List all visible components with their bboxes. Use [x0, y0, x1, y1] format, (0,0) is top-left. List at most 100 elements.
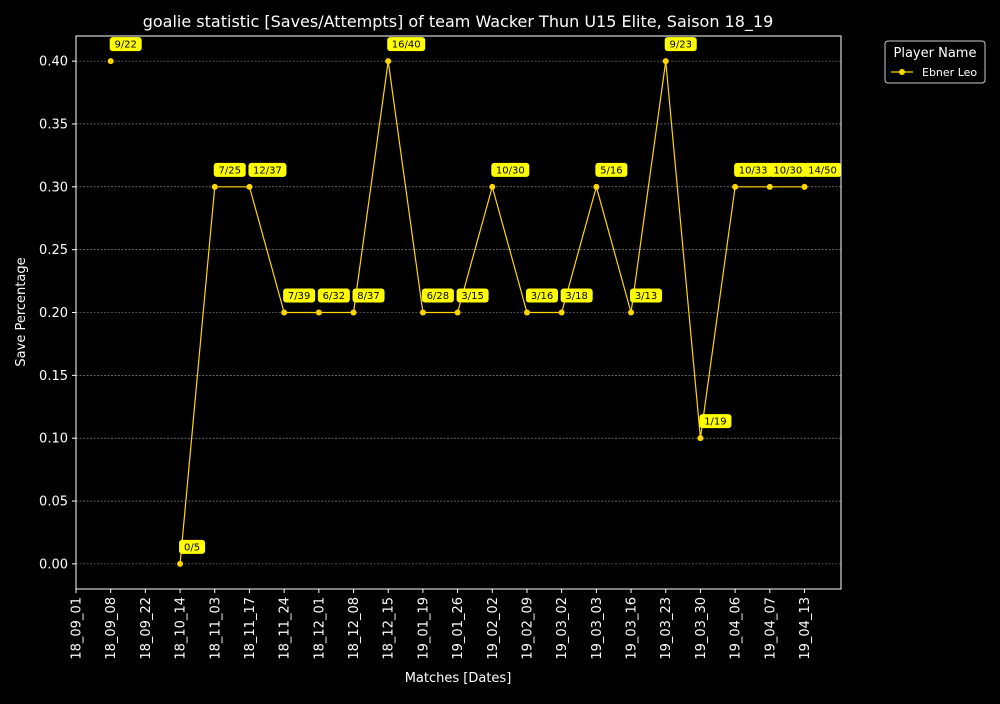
data-label-text: 6/32	[323, 291, 345, 302]
data-label-box	[768, 162, 807, 177]
data-label: 1/19	[699, 414, 732, 429]
data-label: 6/28	[421, 288, 454, 303]
data-labels: 9/22 0/5 7/25 12/37 7/39 6/32 8/37 16/40 6/28 3/1…	[109, 37, 842, 554]
x-tick-label: 18_12_01	[312, 597, 327, 660]
x-tick-label: 18_12_15	[382, 597, 397, 660]
data-label-text: 7/25	[219, 165, 241, 176]
data-label-box	[248, 162, 287, 177]
data-label-box	[630, 288, 663, 303]
data-label-box	[317, 288, 350, 303]
data-label-box	[595, 162, 628, 177]
x-tick-label: 19_03_23	[659, 597, 674, 660]
data-label-text: 3/15	[461, 291, 483, 302]
data-label: 8/37	[352, 288, 385, 303]
data-label: 16/40	[387, 37, 426, 52]
data-label-box	[109, 37, 142, 52]
x-tick-label: 19_03_02	[555, 597, 570, 660]
data-point	[281, 309, 288, 316]
plot-frame	[75, 35, 842, 590]
data-point	[628, 309, 635, 316]
y-tick-label: 0.35	[39, 117, 68, 132]
data-label-text: 10/30	[496, 165, 525, 176]
data-label-box	[525, 288, 558, 303]
data-label-box	[560, 288, 593, 303]
data-label-text: 10/30	[773, 165, 802, 176]
y-tick-label: 0.10	[39, 432, 68, 447]
x-axis: 18_09_01 18_09_08 18_09_22 18_10_14 18_11_03…	[70, 589, 813, 660]
data-label-box	[283, 288, 316, 303]
data-label-text: 9/23	[670, 40, 692, 51]
data-label: 7/39	[283, 288, 316, 303]
data-label-text: 3/13	[635, 291, 657, 302]
data-point	[107, 58, 114, 65]
y-tick-label: 0.25	[39, 243, 68, 258]
data-label-box	[491, 162, 530, 177]
data-point	[662, 58, 669, 65]
data-label-box	[421, 288, 454, 303]
data-label: 6/32	[317, 288, 350, 303]
data-point	[419, 309, 426, 316]
data-label-text: 1/19	[704, 417, 726, 428]
data-label-text: 16/40	[392, 40, 421, 51]
x-tick-label: 18_11_24	[278, 597, 293, 660]
data-label: 14/50	[803, 162, 842, 177]
data-point	[766, 183, 773, 190]
data-label-text: 8/37	[357, 291, 379, 302]
data-label-text: 7/39	[288, 291, 310, 302]
data-label: 0/5	[179, 539, 206, 554]
legend: Player Name Ebner Leo	[884, 40, 986, 84]
data-label: 9/22	[109, 37, 142, 52]
data-label-text: 6/28	[427, 291, 449, 302]
data-point	[489, 183, 496, 190]
x-tick-label: 19_03_30	[694, 597, 709, 660]
data-label: 3/16	[525, 288, 558, 303]
data-point	[246, 183, 253, 190]
data-label-box	[456, 288, 489, 303]
data-label: 3/15	[456, 288, 489, 303]
data-label-text: 0/5	[184, 542, 200, 553]
y-tick-label: 0.05	[39, 495, 68, 510]
x-tick-label: 18_09_01	[70, 597, 85, 660]
data-label: 12/37	[248, 162, 287, 177]
x-tick-label: 18_09_22	[139, 597, 154, 660]
data-label-box	[352, 288, 385, 303]
y-tick-label: 0.00	[39, 557, 68, 572]
data-label-box	[699, 414, 732, 429]
data-point	[454, 309, 461, 316]
x-tick-label: 18_10_14	[174, 597, 189, 660]
x-tick-label: 19_04_06	[729, 597, 744, 660]
data-label: 3/13	[630, 288, 663, 303]
data-point	[593, 183, 600, 190]
data-label-text: 10/33	[739, 165, 768, 176]
x-tick-label: 18_11_17	[243, 597, 258, 660]
x-tick-label: 18_11_03	[208, 597, 223, 660]
legend-swatch-marker	[899, 69, 905, 75]
x-tick-label: 19_03_16	[625, 597, 640, 660]
legend-entry-label: Ebner Leo	[922, 66, 977, 79]
data-point	[801, 183, 808, 190]
x-axis-label: Matches [Dates]	[405, 671, 512, 686]
x-tick-label: 19_01_26	[451, 597, 466, 660]
data-label-box	[213, 162, 246, 177]
data-label-text: 3/18	[565, 291, 587, 302]
data-point	[523, 309, 530, 316]
x-tick-label: 19_03_03	[590, 597, 605, 660]
data-point	[350, 309, 357, 316]
y-tick-label: 0.15	[39, 369, 68, 384]
data-point	[315, 309, 322, 316]
x-tick-label: 18_12_08	[347, 597, 362, 660]
data-label: 9/23	[664, 37, 697, 52]
data-point	[732, 183, 739, 190]
chart-title: goalie statistic [Saves/Attempts] of tea…	[143, 12, 774, 32]
data-label-box	[387, 37, 426, 52]
data-label: 10/33	[734, 162, 773, 177]
x-tick-label: 19_04_13	[798, 597, 813, 660]
data-label-box	[179, 539, 206, 554]
data-point	[211, 183, 218, 190]
y-tick-label: 0.30	[39, 180, 68, 195]
legend-title: Player Name	[894, 46, 977, 61]
y-axis: 0.00 0.05 0.10 0.15 0.20 0.25 0.30 0.35 0.40	[39, 55, 76, 572]
x-tick-label: 19_02_02	[486, 597, 501, 660]
